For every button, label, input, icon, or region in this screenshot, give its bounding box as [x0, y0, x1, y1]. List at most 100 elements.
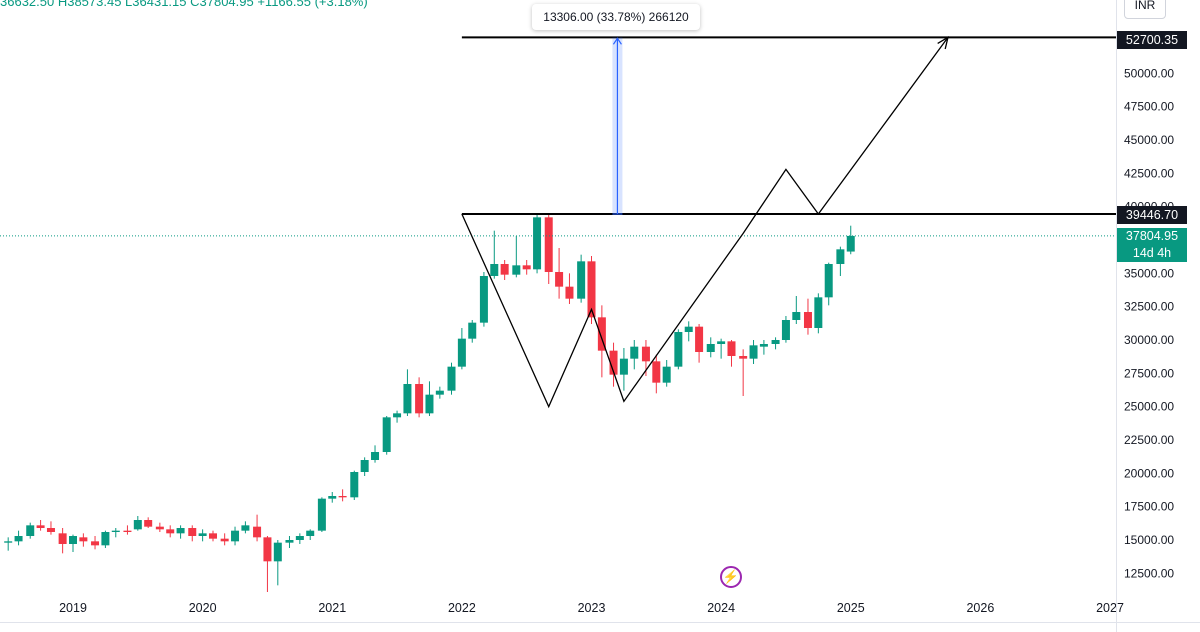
price-axis-separator	[1116, 0, 1117, 632]
candle-body	[792, 312, 801, 320]
candle	[338, 489, 347, 502]
candle-body	[706, 344, 715, 352]
pattern-arrow-head	[937, 35, 949, 50]
candle	[317, 497, 326, 532]
candle-body	[285, 540, 294, 543]
candle	[328, 492, 337, 503]
candle-body	[208, 533, 217, 539]
candle	[577, 254, 586, 303]
candle	[273, 540, 282, 586]
candle-body	[133, 520, 142, 530]
price-tick-label: 50000.00	[1124, 66, 1174, 80]
candle-body	[263, 537, 272, 562]
candle	[69, 534, 77, 552]
candle	[350, 470, 359, 500]
candle-body	[317, 498, 326, 531]
candle-body	[111, 530, 120, 532]
candle-body	[241, 525, 250, 531]
time-tick-label: 2027	[1096, 601, 1124, 615]
candles-layer	[4, 213, 855, 592]
candle	[803, 298, 812, 335]
candle	[597, 305, 606, 378]
candle-body	[803, 312, 812, 328]
candle	[79, 533, 88, 547]
candle	[727, 340, 736, 367]
candle	[565, 273, 574, 304]
candle-body	[695, 326, 704, 352]
candle	[836, 246, 845, 276]
measure-tool-label: 13306.00 (33.78%) 266120	[532, 4, 700, 30]
candle-body	[619, 358, 628, 375]
candle	[14, 530, 23, 546]
candle-body	[533, 217, 542, 270]
candle	[457, 328, 466, 370]
candle	[630, 340, 639, 370]
pattern-path	[461, 36, 949, 409]
candle-body	[447, 366, 456, 391]
candle-body	[674, 332, 683, 367]
time-tick-label: 2022	[448, 601, 476, 615]
candle	[58, 528, 67, 554]
candle-body	[306, 530, 315, 536]
candle-body	[781, 320, 790, 340]
candle	[814, 293, 823, 334]
candle	[198, 529, 207, 542]
candle	[306, 529, 315, 540]
candle-body	[91, 541, 100, 546]
candle	[26, 522, 35, 539]
time-tick-label: 2025	[837, 601, 865, 615]
candle-body	[155, 526, 164, 530]
price-tick-label: 35000.00	[1124, 266, 1174, 280]
candle	[662, 360, 671, 387]
candle	[382, 416, 391, 455]
price-tick-label: 17500.00	[1124, 500, 1174, 514]
candle	[609, 342, 618, 387]
candle-body	[479, 276, 488, 323]
candle-body	[338, 496, 347, 498]
candle-body	[814, 297, 823, 328]
candle	[253, 514, 262, 542]
candle	[403, 369, 412, 416]
tradingview-logo-icon[interactable]: ⚡	[720, 566, 742, 588]
candle	[188, 525, 197, 542]
candle-body	[836, 249, 845, 264]
candle	[393, 410, 402, 423]
candle-body	[4, 541, 13, 543]
candle	[231, 526, 240, 546]
candle-body	[759, 344, 768, 347]
candle	[684, 321, 693, 342]
candle-body	[46, 528, 55, 532]
candle	[587, 256, 596, 324]
candle	[846, 225, 855, 255]
candle	[522, 260, 531, 275]
candle-body	[123, 530, 132, 532]
candle-body	[512, 265, 521, 275]
candle	[144, 517, 153, 528]
candle-body	[577, 261, 586, 299]
ohlc-readout: 36632.50 H38573.45 L36431.15 C37804.95 +…	[0, 0, 368, 9]
candle	[360, 457, 369, 476]
candle-body	[382, 417, 391, 452]
candle	[468, 320, 477, 343]
candle	[759, 340, 768, 355]
candle	[781, 316, 790, 343]
candle-body	[846, 235, 855, 252]
candle	[166, 525, 175, 538]
candle-body	[749, 345, 758, 359]
candle-body	[587, 261, 596, 318]
candle-body	[727, 341, 736, 356]
candle-body	[393, 413, 402, 418]
candle	[717, 338, 726, 359]
candle-body	[350, 472, 359, 498]
price-tick-label: 22500.00	[1124, 433, 1174, 447]
candle	[176, 525, 185, 539]
currency-selector[interactable]: INR	[1124, 0, 1166, 19]
candle-body	[739, 356, 748, 359]
candle-body	[403, 384, 412, 414]
candle-body	[101, 532, 110, 546]
neckline-price-tag: 39446.70	[1117, 206, 1187, 224]
candle	[512, 236, 521, 278]
time-tick-label: 2026	[966, 601, 994, 615]
price-tick-label: 42500.00	[1124, 166, 1174, 180]
